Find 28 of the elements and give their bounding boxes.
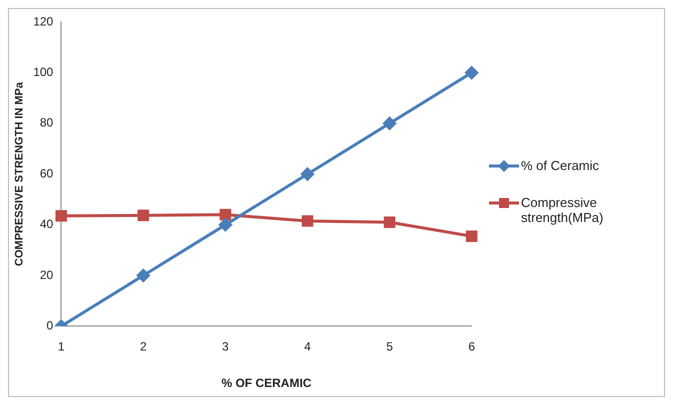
- point: [384, 216, 396, 228]
- y-axis-title: COMPRESSIVE STRENGTH IN MPa: [14, 81, 26, 266]
- point: [220, 208, 232, 220]
- y-tick-label: 40: [40, 217, 54, 232]
- y-tick-label: 120: [33, 14, 54, 28]
- point: [302, 215, 314, 227]
- point: [136, 269, 150, 282]
- point: [218, 218, 232, 232]
- x-tick-label: 2: [140, 340, 147, 354]
- point: [138, 210, 150, 222]
- point: [466, 230, 478, 242]
- x-tick-label: 4: [304, 340, 312, 354]
- y-tick-label: 80: [40, 116, 54, 130]
- x-tick-label: 3: [222, 340, 230, 354]
- legend-label: % of Ceramic: [521, 158, 600, 173]
- point: [465, 66, 478, 80]
- x-axis-title: % OF CERAMIC: [221, 376, 312, 390]
- point: [383, 116, 396, 130]
- x-tick-label: 5: [386, 340, 394, 354]
- y-tick-label: 60: [40, 166, 54, 180]
- legend-label: Compressive strength(MPa): [521, 195, 604, 225]
- y-tick-label: 0: [46, 318, 54, 333]
- y-tick-label: 20: [40, 268, 54, 282]
- point: [55, 210, 67, 222]
- x-tick-label: 6: [468, 340, 476, 354]
- point: [300, 168, 314, 181]
- x-tick-label: 1: [58, 340, 65, 354]
- y-tick-label: 100: [33, 65, 54, 80]
